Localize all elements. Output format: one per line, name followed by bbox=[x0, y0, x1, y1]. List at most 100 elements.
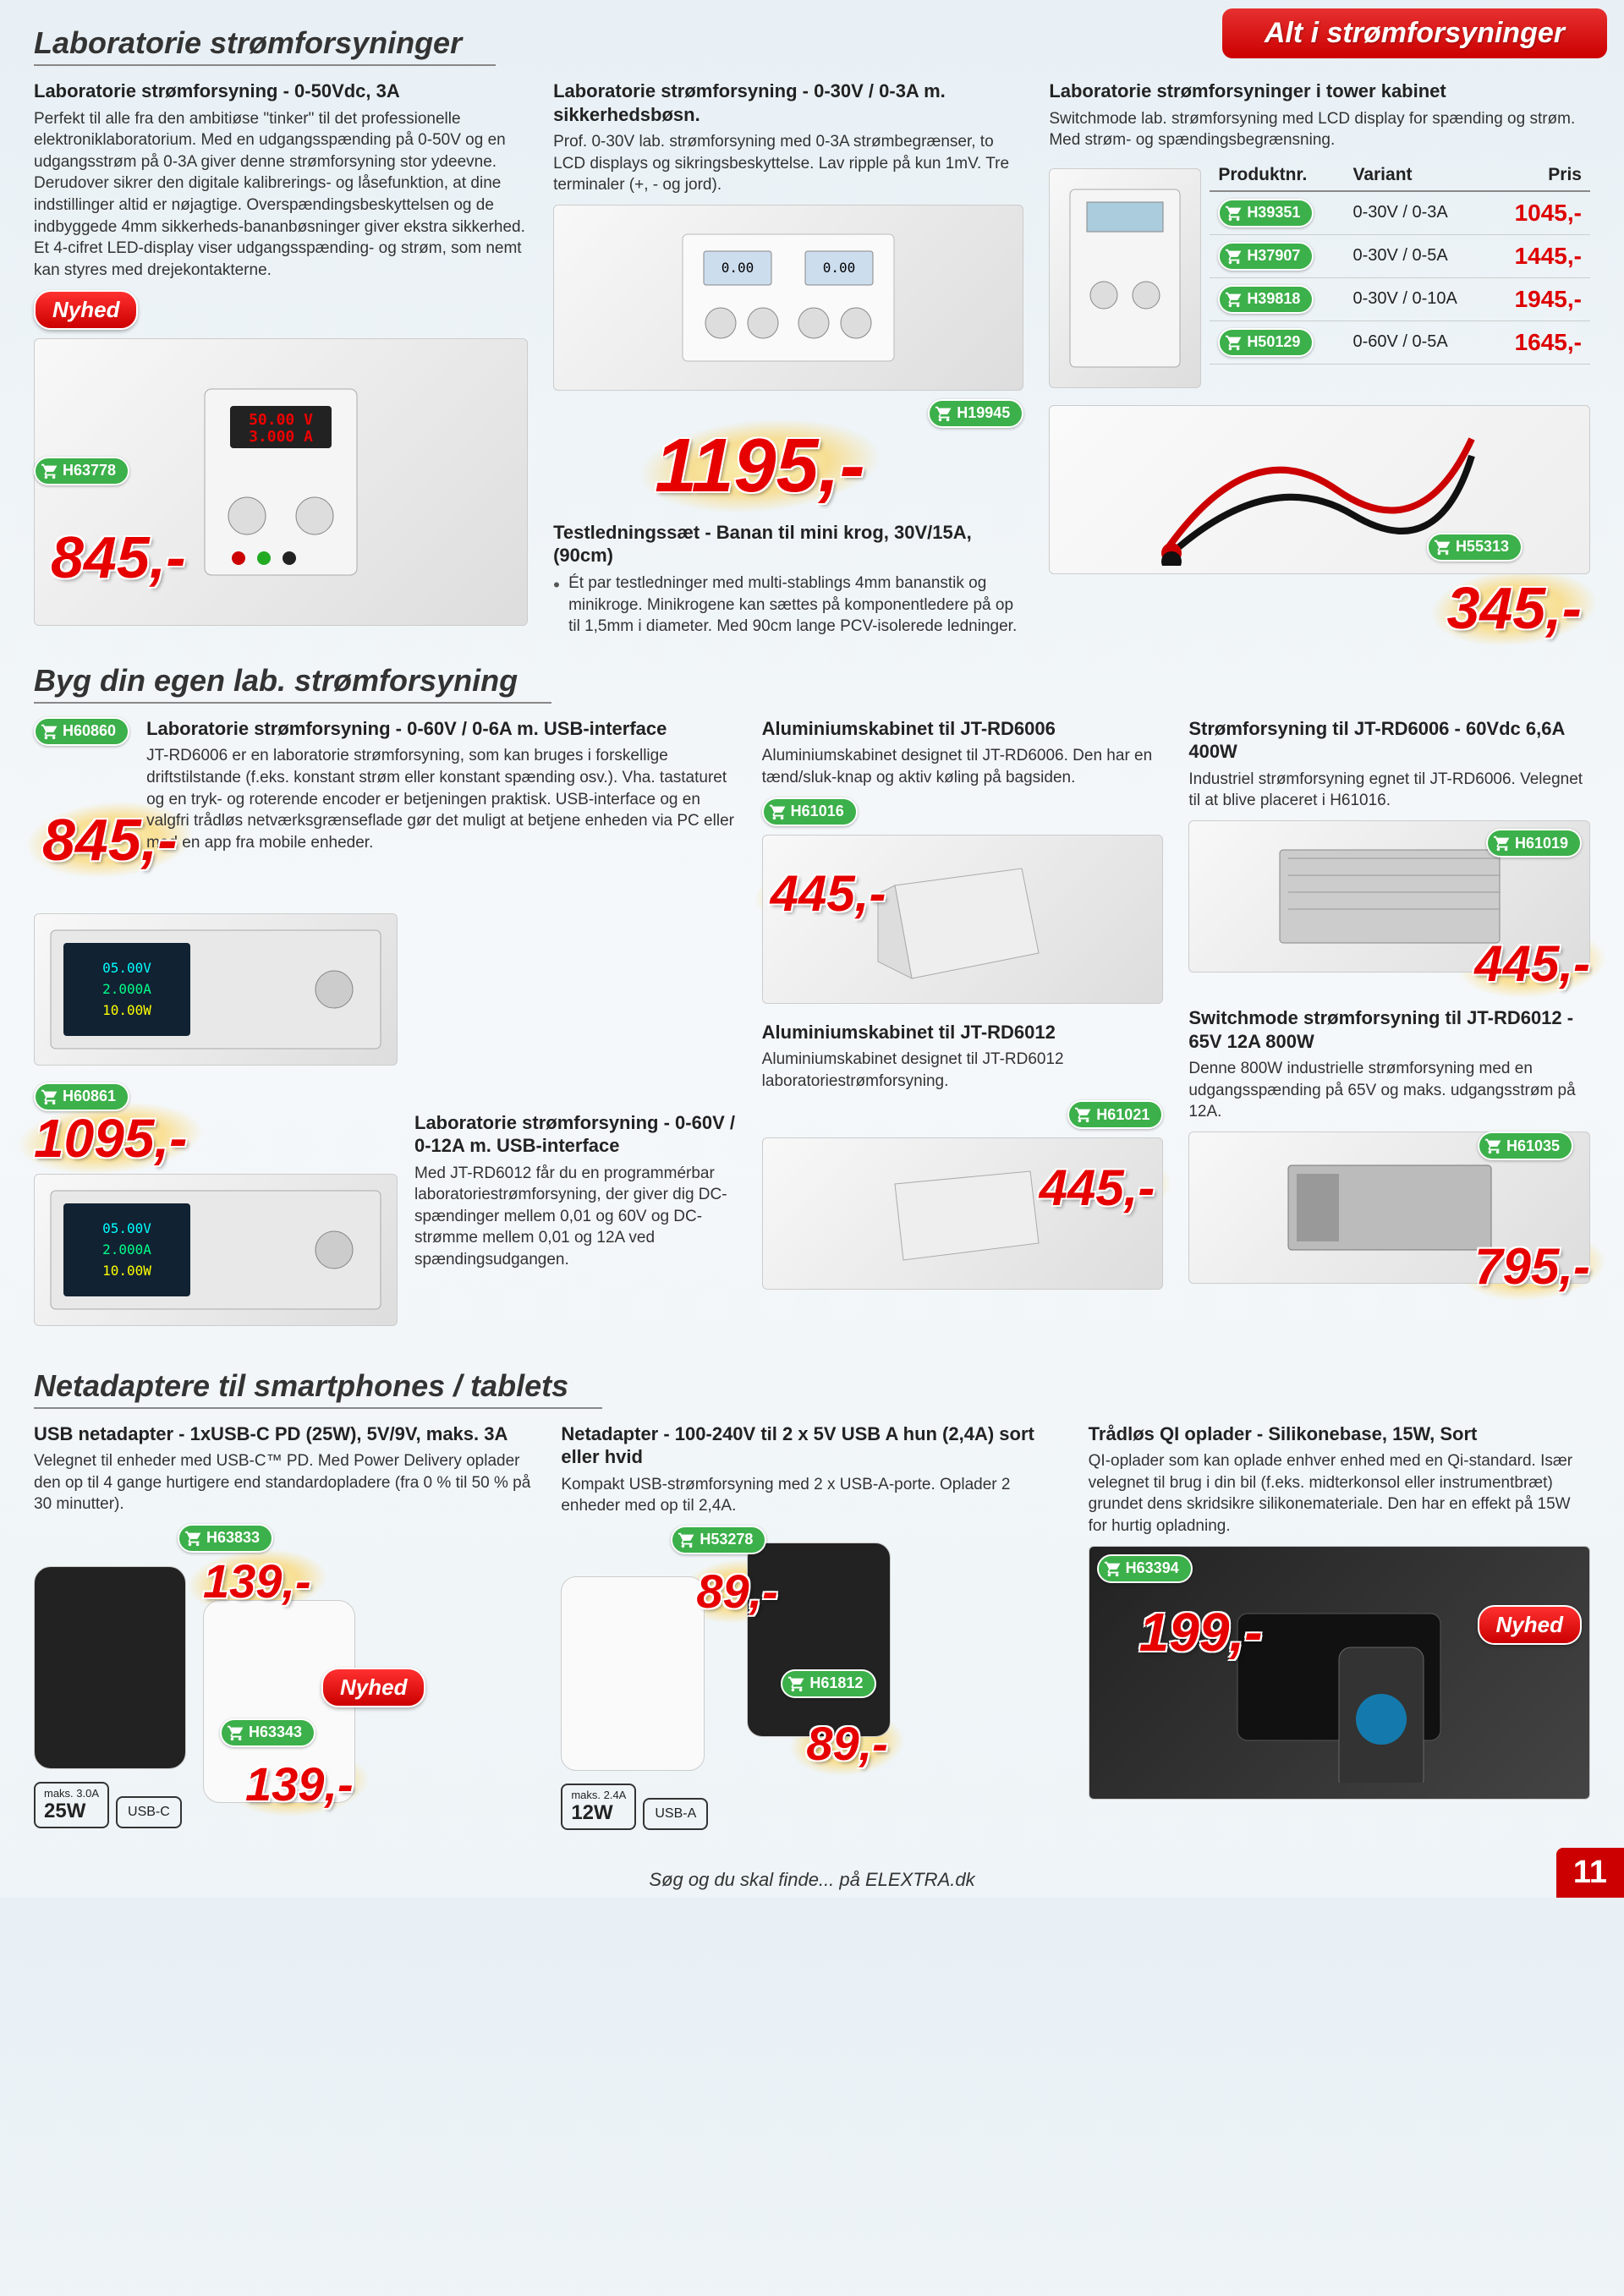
cart-icon bbox=[1074, 1105, 1093, 1124]
variant-cell: 0-30V / 0-5A bbox=[1344, 234, 1490, 277]
price: 89,- bbox=[696, 1568, 778, 1615]
sku-label: H61019 bbox=[1515, 835, 1568, 852]
price: 445,- bbox=[771, 869, 886, 919]
cart-icon bbox=[1225, 290, 1243, 309]
cart-sku-badge[interactable]: H61021 bbox=[1067, 1100, 1163, 1129]
sku-label: H61812 bbox=[809, 1674, 863, 1692]
product-description: Denne 800W industrielle strømforsyning m… bbox=[1188, 1058, 1590, 1123]
sku-label: H39351 bbox=[1247, 204, 1300, 222]
product-description: Perfekt til alle fra den ambitiøse "tink… bbox=[34, 108, 528, 282]
cart-sku-badge[interactable]: H39818 bbox=[1218, 285, 1314, 314]
cart-sku-badge[interactable]: H60861 bbox=[34, 1082, 129, 1111]
sku-label: H60861 bbox=[63, 1088, 116, 1105]
table-row: H398180-30V / 0-10A1945,- bbox=[1210, 277, 1590, 321]
product-image bbox=[561, 1576, 705, 1771]
cart-icon bbox=[41, 1088, 59, 1106]
product-image: 05.00V2.000A10.00W bbox=[34, 913, 398, 1066]
svg-text:05.00V: 05.00V bbox=[102, 1220, 151, 1236]
cart-icon bbox=[1484, 1137, 1503, 1155]
product-title: Aluminiumskabinet til JT-RD6012 bbox=[762, 1021, 1164, 1044]
svg-text:10.00W: 10.00W bbox=[102, 1263, 151, 1279]
sku-label: H53278 bbox=[700, 1531, 753, 1548]
sku-label: H19945 bbox=[957, 404, 1010, 422]
price-cell: 1645,- bbox=[1490, 321, 1590, 364]
product-description: Aluminiumskabinet designet til JT-RD6012… bbox=[762, 1049, 1164, 1092]
cart-sku-badge[interactable]: H53278 bbox=[671, 1526, 766, 1554]
table-header: Variant bbox=[1344, 160, 1490, 191]
cart-icon bbox=[935, 404, 953, 423]
price: 199,- bbox=[1139, 1605, 1263, 1659]
cart-icon bbox=[769, 803, 787, 821]
table-row: H501290-60V / 0-5A1645,- bbox=[1210, 321, 1590, 364]
sku-label: H63343 bbox=[249, 1723, 302, 1741]
cart-sku-badge[interactable]: H37907 bbox=[1218, 242, 1314, 271]
cart-sku-badge[interactable]: H39351 bbox=[1218, 199, 1314, 227]
cart-sku-badge[interactable]: H55313 bbox=[1427, 533, 1522, 562]
cart-sku-badge[interactable]: H61016 bbox=[762, 797, 858, 826]
svg-text:05.00V: 05.00V bbox=[102, 960, 151, 976]
variant-table: Produktnr. Variant Pris H393510-30V / 0-… bbox=[1210, 160, 1590, 364]
product-description: QI-oplader som kan oplade enhver enhed m… bbox=[1089, 1450, 1590, 1537]
cart-sku-badge[interactable]: H61019 bbox=[1486, 829, 1582, 858]
sku-label: H60860 bbox=[63, 722, 116, 740]
price-cell: 1045,- bbox=[1490, 191, 1590, 235]
spec-badge: USB-C bbox=[116, 1796, 182, 1828]
price: 845,- bbox=[42, 810, 178, 869]
cart-icon bbox=[787, 1674, 806, 1693]
svg-text:3.000 A: 3.000 A bbox=[249, 428, 313, 446]
price-cell: 1945,- bbox=[1490, 277, 1590, 321]
product-title: Laboratorie strømforsyninger i tower kab… bbox=[1049, 79, 1590, 103]
table-header: Pris bbox=[1490, 160, 1590, 191]
sku-label: H63778 bbox=[63, 462, 116, 479]
sku-label: H50129 bbox=[1247, 333, 1300, 351]
section-title-build-own: Byg din egen lab. strømforsyning bbox=[34, 663, 551, 704]
cart-sku-badge[interactable]: H19945 bbox=[928, 399, 1023, 428]
table-row: H39351 0-30V / 0-3A1045,- bbox=[1210, 191, 1590, 235]
cart-sku-badge[interactable]: H63778 bbox=[34, 457, 129, 485]
svg-text:2.000A: 2.000A bbox=[102, 981, 151, 997]
cart-icon bbox=[1434, 538, 1452, 556]
product-title: Laboratorie strømforsyning - 0-50Vdc, 3A bbox=[34, 79, 528, 103]
spec-badge: USB-A bbox=[643, 1798, 708, 1830]
product-title: USB netadapter - 1xUSB-C PD (25W), 5V/9V… bbox=[34, 1422, 535, 1446]
cart-icon bbox=[1225, 333, 1243, 352]
cart-icon bbox=[678, 1531, 696, 1549]
product-title: Laboratorie strømforsyning - 0-60V / 0-1… bbox=[414, 1111, 737, 1158]
new-badge: Nyhed bbox=[34, 290, 138, 330]
sku-label: H61016 bbox=[791, 803, 844, 820]
product-description: Aluminiumskabinet designet til JT-RD6006… bbox=[762, 745, 1164, 788]
price: 445,- bbox=[1474, 939, 1590, 989]
cart-sku-badge[interactable]: H63394 bbox=[1097, 1554, 1193, 1583]
product-description: Velegnet til enheder med USB-C™ PD. Med … bbox=[34, 1450, 535, 1515]
cart-icon bbox=[41, 722, 59, 741]
cart-sku-badge[interactable]: H61035 bbox=[1478, 1132, 1573, 1160]
new-badge: Nyhed bbox=[1478, 1605, 1582, 1645]
sku-label: H37907 bbox=[1247, 247, 1300, 265]
product-description: Kompakt USB-strømforsyning med 2 x USB-A… bbox=[561, 1474, 1062, 1517]
product-description: Prof. 0-30V lab. strømforsyning med 0-3A… bbox=[553, 131, 1023, 196]
price-cell: 1445,- bbox=[1490, 234, 1590, 277]
cart-sku-badge[interactable]: H63833 bbox=[178, 1524, 273, 1553]
spec-badge: maks. 2.4A12W bbox=[561, 1784, 636, 1830]
cart-sku-badge[interactable]: H61812 bbox=[781, 1669, 876, 1698]
price: 139,- bbox=[203, 1558, 311, 1605]
psu-illustration: 50.00 V 3.000 A bbox=[196, 381, 365, 584]
variant-cell: 0-30V / 0-3A bbox=[1344, 191, 1490, 235]
price: 445,- bbox=[1040, 1163, 1155, 1214]
footer-text: Søg og du skal finde... på ELEXTRA.dk bbox=[0, 1869, 1624, 1891]
cart-sku-badge[interactable]: H60860 bbox=[34, 717, 129, 746]
product-description: Med JT-RD6012 får du en programmérbar la… bbox=[414, 1163, 737, 1271]
cart-sku-badge[interactable]: H50129 bbox=[1218, 328, 1314, 357]
cart-icon bbox=[41, 462, 59, 480]
price: 139,- bbox=[245, 1761, 354, 1808]
sku-label: H39818 bbox=[1247, 290, 1300, 308]
product-description: Switchmode lab. strømforsyning med LCD d… bbox=[1049, 108, 1590, 151]
psu-illustration: 0.00 0.00 bbox=[678, 230, 898, 365]
price: 845,- bbox=[51, 528, 186, 587]
price: 1095,- bbox=[34, 1111, 187, 1165]
price: 1195,- bbox=[655, 428, 865, 504]
product-title: Netadapter - 100-240V til 2 x 5V USB A h… bbox=[561, 1422, 1062, 1469]
product-title: Switchmode strømforsyning til JT-RD6012 … bbox=[1188, 1006, 1590, 1053]
product-title: Aluminiumskabinet til JT-RD6006 bbox=[762, 717, 1164, 741]
cart-sku-badge[interactable]: H63343 bbox=[220, 1718, 315, 1747]
